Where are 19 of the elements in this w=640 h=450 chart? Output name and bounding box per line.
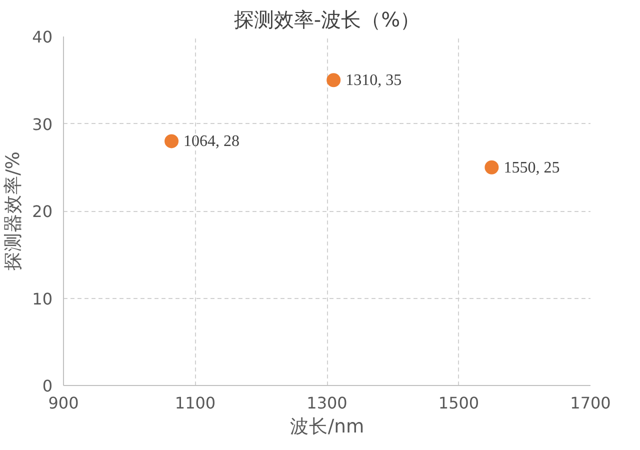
y-axis-title: 探测器效率/% [2, 151, 24, 271]
x-axis-title: 波长/nm [290, 416, 364, 438]
y-tick-label: 10 [32, 289, 52, 308]
x-tick-label: 1300 [306, 394, 348, 412]
chart-title: 探测效率-波长（%） [234, 8, 420, 32]
y-tick-label: 20 [32, 202, 52, 221]
y-tick-label: 0 [42, 376, 53, 396]
x-tick-label: 1100 [174, 394, 216, 412]
data-label: 1550, 25 [504, 159, 560, 176]
point [326, 73, 341, 88]
data-label: 1064, 28 [184, 133, 240, 150]
x-tick-label: 900 [48, 394, 79, 412]
point [164, 134, 179, 148]
point [484, 160, 499, 174]
x-tick-label: 1500 [438, 394, 480, 412]
y-tick-label: 40 [32, 28, 52, 46]
data-label: 1310, 35 [346, 72, 402, 90]
y-tick-label: 30 [32, 114, 52, 134]
x-tick-label: 1700 [570, 394, 611, 412]
